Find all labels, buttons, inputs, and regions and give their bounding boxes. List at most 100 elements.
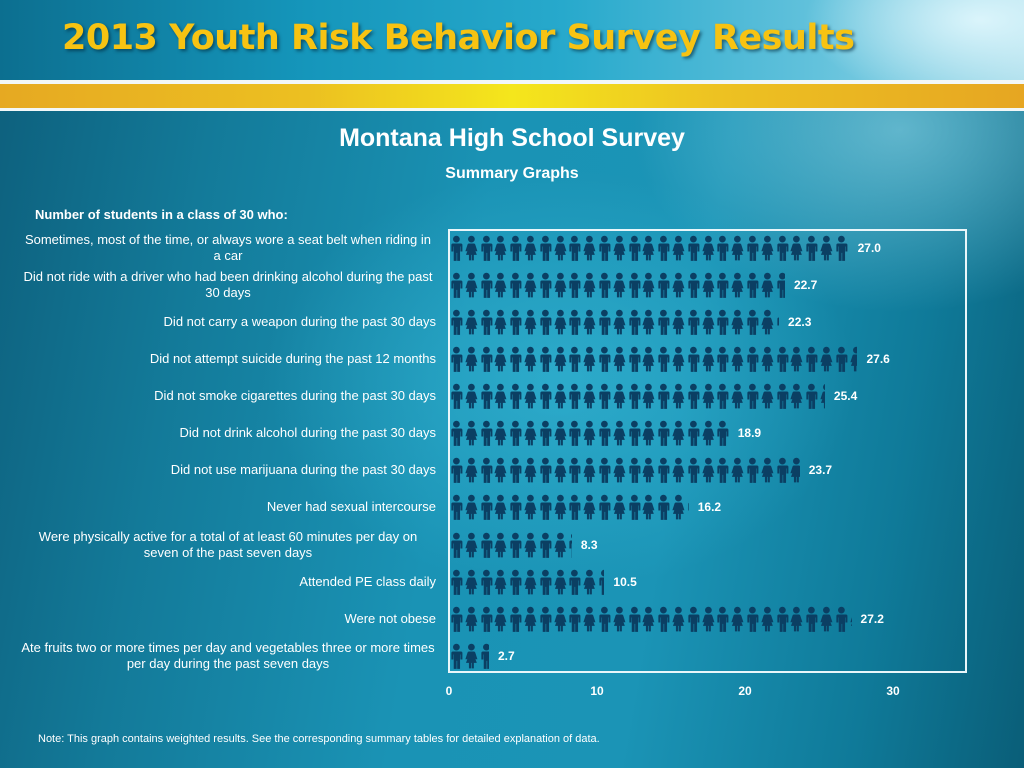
male-person-icon [597,346,612,372]
male-person-icon [479,643,489,669]
male-person-icon [686,346,701,372]
category-label: Did not drink alcohol during the past 30… [179,425,436,440]
female-person-icon [701,457,716,483]
female-person-icon [553,383,568,409]
male-person-icon [538,532,553,558]
female-person-icon [701,420,716,446]
male-person-icon [538,272,553,298]
female-person-icon [701,606,716,632]
female-person-icon [730,235,745,261]
male-person-icon [715,235,730,261]
female-person-icon [612,494,627,520]
female-person-icon [582,420,597,446]
gold-stripe [0,84,1024,108]
male-person-icon [449,606,464,632]
male-person-icon [508,272,523,298]
male-person-icon [538,494,553,520]
female-person-icon [464,309,479,335]
female-person-icon [701,309,716,335]
female-person-icon [819,383,825,409]
divider-bottom [0,108,1024,111]
x-tick-label: 30 [886,684,900,698]
female-person-icon [464,346,479,372]
female-person-icon [671,346,686,372]
male-person-icon [479,494,494,520]
female-person-icon [493,346,508,372]
female-person-icon [730,346,745,372]
value-label: 27.0 [857,241,881,255]
female-person-icon [701,383,716,409]
female-person-icon [582,235,597,261]
male-person-icon [745,309,760,335]
male-person-icon [627,383,642,409]
male-person-icon [508,309,523,335]
female-person-icon [671,606,686,632]
female-person-icon [464,532,479,558]
male-person-icon [656,309,671,335]
female-person-icon [493,606,508,632]
male-person-icon [479,532,494,558]
female-person-icon [789,235,804,261]
female-person-icon [701,272,716,298]
male-person-icon [479,420,494,446]
divider-top [0,80,1024,84]
male-person-icon [567,494,582,520]
female-person-icon [582,457,597,483]
male-person-icon [804,346,819,372]
female-person-icon [612,606,627,632]
male-person-icon [715,309,730,335]
person-icons [449,606,852,632]
plot-frame [448,229,967,673]
female-person-icon [553,569,568,595]
female-person-icon [523,569,538,595]
female-person-icon [523,272,538,298]
female-person-icon [641,457,656,483]
male-person-icon [597,457,612,483]
male-person-icon [538,346,553,372]
female-person-icon [523,235,538,261]
female-person-icon [671,309,686,335]
chart-title: Montana High School Survey [339,124,685,152]
female-person-icon [730,272,745,298]
male-person-icon [804,606,819,632]
female-person-icon [730,606,745,632]
female-person-icon [671,235,686,261]
male-person-icon [686,420,701,446]
male-person-icon [627,346,642,372]
female-person-icon [819,606,834,632]
female-person-icon [641,383,656,409]
female-person-icon [671,457,686,483]
female-person-icon [760,309,775,335]
male-person-icon [508,606,523,632]
value-label: 8.3 [580,538,598,552]
category-label: Did not ride with a driver who had been … [23,269,433,300]
male-person-icon [597,235,612,261]
male-person-icon [715,457,730,483]
male-person-icon [627,494,642,520]
female-person-icon [582,383,597,409]
male-person-icon [449,532,464,558]
male-person-icon [508,569,523,595]
female-person-icon [553,346,568,372]
male-person-icon [479,235,494,261]
male-person-icon [804,235,819,261]
male-person-icon [775,309,780,335]
female-person-icon [612,272,627,298]
female-person-icon [760,606,775,632]
female-person-icon [671,494,686,520]
male-person-icon [449,569,464,595]
female-person-icon [523,457,538,483]
female-person-icon [582,569,597,595]
female-person-icon [582,272,597,298]
female-person-icon [701,235,716,261]
male-person-icon [449,272,464,298]
female-person-icon [671,420,686,446]
female-person-icon [464,235,479,261]
male-person-icon [508,235,523,261]
male-person-icon [715,383,730,409]
male-person-icon [538,606,553,632]
female-person-icon [789,457,800,483]
female-person-icon [730,457,745,483]
female-person-icon [553,235,568,261]
category-label: Did not carry a weapon during the past 3… [163,314,436,329]
